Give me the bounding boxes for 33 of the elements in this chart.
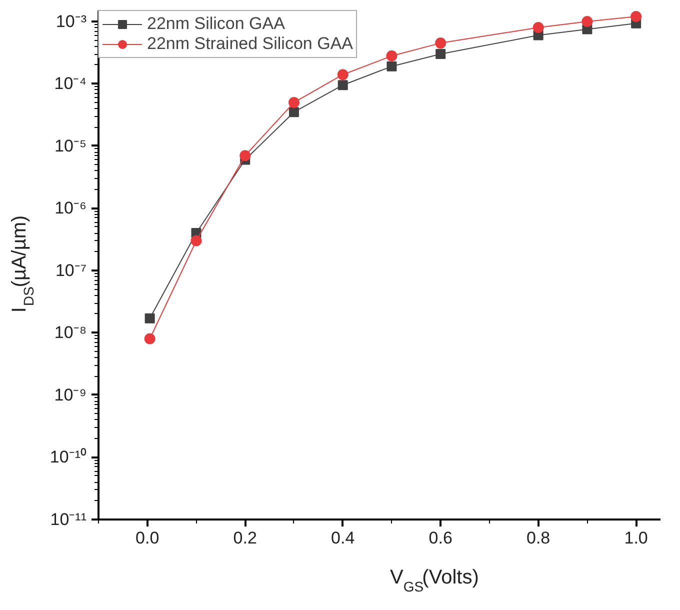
point bbox=[288, 96, 300, 108]
point bbox=[532, 22, 544, 33]
point bbox=[240, 150, 251, 162]
x-tick-label: 0.4 bbox=[331, 528, 355, 548]
point bbox=[630, 11, 642, 22]
y-tick-label: 10⁻⁸ bbox=[54, 323, 87, 342]
y-tick-label: 10⁻¹¹ bbox=[50, 510, 87, 529]
y-tick-label: 10⁻⁹ bbox=[54, 385, 87, 404]
y-axis-title: IDS(µA/µm) bbox=[8, 215, 36, 313]
x-tick-label: 1.0 bbox=[624, 528, 648, 548]
legend-label: 22nm Silicon GAA bbox=[147, 14, 285, 34]
point bbox=[144, 333, 156, 344]
point bbox=[582, 16, 593, 27]
point bbox=[436, 49, 446, 60]
point bbox=[337, 69, 348, 80]
legend-label: 22nm Strained Silicon GAA bbox=[147, 34, 353, 54]
y-tick-label: 10⁻⁵ bbox=[54, 136, 87, 156]
y-tick-label: 10⁻⁶ bbox=[54, 198, 87, 218]
point bbox=[386, 61, 397, 72]
y-tick-label: 10⁻¹⁰ bbox=[50, 448, 87, 467]
point bbox=[386, 50, 398, 62]
x-tick-label: 0.0 bbox=[136, 528, 160, 548]
x-tick-label: 0.6 bbox=[428, 528, 452, 548]
point bbox=[190, 235, 202, 246]
point bbox=[288, 107, 299, 118]
y-tick-label: 10⁻³ bbox=[56, 12, 87, 31]
y-tick-label: 10⁻⁴ bbox=[54, 74, 87, 94]
x-tick-label: 0.8 bbox=[526, 528, 550, 548]
point bbox=[144, 313, 155, 324]
x-tick-label: 0.2 bbox=[233, 528, 257, 548]
point bbox=[435, 38, 446, 49]
point bbox=[338, 80, 348, 90]
y-tick-label: 10⁻⁷ bbox=[55, 260, 86, 280]
